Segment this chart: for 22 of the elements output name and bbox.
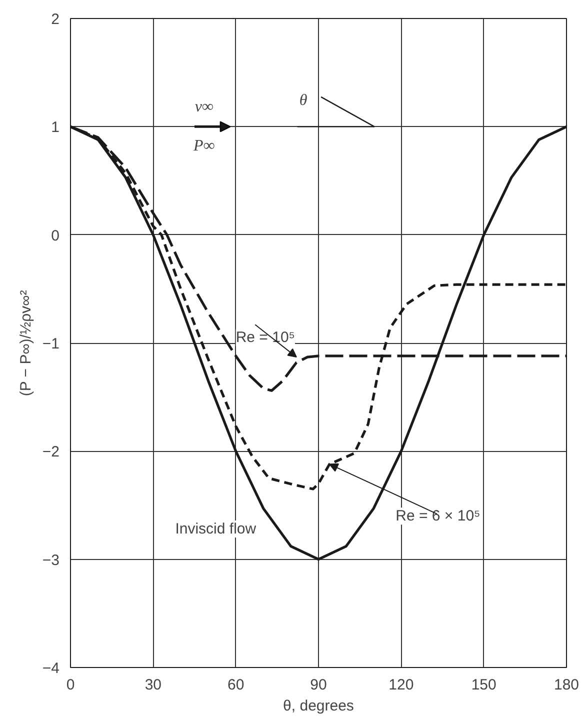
text: Re = 6 × 10⁵ <box>396 508 480 525</box>
annotation: P∞ <box>192 138 215 155</box>
x-tick-label: 0 <box>66 676 75 694</box>
y-tick-label: −1 <box>42 336 60 352</box>
y-tick-label: 0 <box>51 227 60 244</box>
x-tick-label: 150 <box>471 676 496 694</box>
y-tick-label: −2 <box>42 444 60 461</box>
x-tick-label: 60 <box>227 676 244 694</box>
annotation: v∞ <box>194 98 214 116</box>
series-label: Re = 10⁵ <box>236 329 296 346</box>
x-tick-label: 120 <box>388 676 414 694</box>
x-tick-label: 30 <box>144 676 162 694</box>
series-label: Inviscid flow <box>175 520 256 538</box>
x-tick-label: 180 <box>554 676 580 694</box>
y-axis-title: (P − P∞)/½ρv∞² <box>17 290 34 396</box>
y-tick-label: −4 <box>42 660 60 677</box>
y-tick-label: 1 <box>51 119 60 136</box>
x-tick-label: 90 <box>310 676 327 694</box>
y-tick-label: −3 <box>42 552 60 569</box>
y-tick-label: 2 <box>51 11 60 28</box>
x-axis-title: θ, degrees <box>283 698 354 714</box>
annotation: θ <box>299 92 308 110</box>
